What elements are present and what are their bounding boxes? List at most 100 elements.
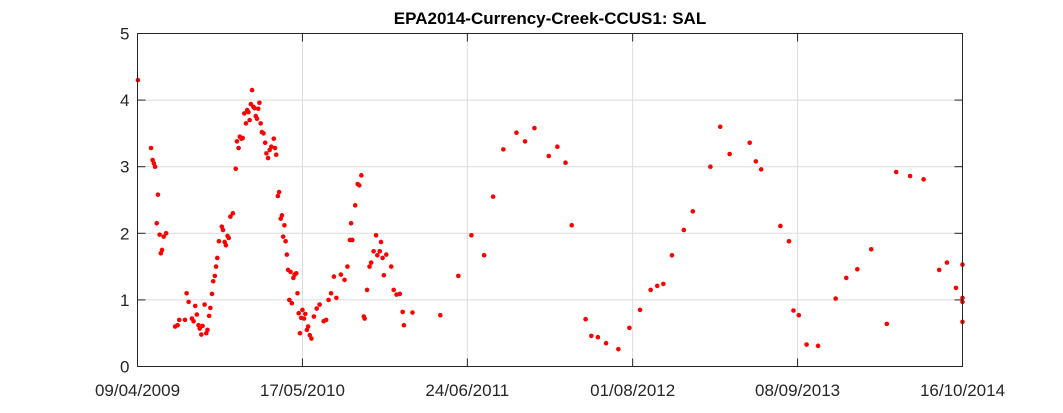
data-point (381, 272, 387, 278)
data-point (214, 255, 220, 261)
y-tick-label: 4 (120, 91, 129, 110)
tick-labels: 09/04/2009 17/05/2010 24/06/2011 01/08/2012… (95, 25, 1005, 401)
data-point (661, 281, 666, 287)
data-point (348, 221, 354, 226)
data-point (223, 242, 229, 248)
data-point (380, 255, 385, 261)
data-point (669, 252, 675, 258)
data-point (323, 317, 329, 323)
data-point (205, 327, 210, 333)
data-point (202, 302, 207, 307)
data-point (384, 252, 389, 257)
data-point (345, 264, 350, 269)
data-point (287, 297, 292, 303)
data-point (717, 124, 723, 130)
data-point (163, 231, 169, 236)
data-point (603, 340, 609, 346)
data-point (200, 323, 205, 329)
data-point (627, 325, 632, 331)
data-point (501, 147, 506, 152)
data-point (302, 311, 308, 317)
data-point (868, 246, 874, 252)
data-point (271, 136, 277, 142)
data-point (490, 194, 496, 199)
data-point (555, 144, 560, 150)
data-point (758, 167, 764, 172)
data-point (546, 153, 552, 159)
data-point (400, 309, 405, 315)
data-point (161, 234, 166, 239)
data-point (284, 252, 290, 257)
data-point (378, 239, 384, 245)
data-point (690, 209, 696, 214)
data-point (305, 324, 311, 329)
data-point (953, 285, 959, 291)
data-point (373, 232, 379, 238)
data-point (616, 346, 621, 352)
data-point (249, 87, 255, 93)
y-tick-label: 2 (120, 224, 129, 243)
data-point (280, 234, 286, 239)
data-point (216, 238, 222, 244)
data-point (377, 248, 383, 254)
data-point (514, 130, 519, 136)
data-point (230, 211, 236, 216)
data-point (220, 227, 226, 233)
data-point (243, 121, 249, 126)
data-point (727, 151, 732, 157)
data-point (367, 264, 372, 269)
data-point (199, 332, 204, 337)
data-point (301, 316, 307, 321)
data-point (583, 316, 588, 322)
data-point (213, 264, 219, 269)
data-point (208, 305, 213, 311)
data-point (595, 334, 601, 340)
data-point (240, 135, 245, 141)
x-tick-label: 17/05/2010 (260, 381, 345, 400)
data-point (233, 166, 239, 171)
x-tick-label: 09/04/2009 (95, 381, 180, 400)
data-point (388, 264, 394, 269)
data-point (191, 318, 196, 324)
data-point (944, 260, 950, 265)
data-point (273, 152, 279, 158)
data-point (261, 131, 266, 136)
data-points (135, 77, 965, 352)
data-point (921, 177, 926, 182)
data-point (815, 343, 821, 349)
data-point (855, 266, 860, 272)
data-point (272, 145, 278, 151)
y-tick-label: 3 (120, 158, 129, 177)
data-point (257, 100, 262, 106)
data-point (184, 290, 189, 296)
data-point (522, 139, 528, 144)
data-point (297, 330, 303, 336)
data-point (236, 145, 241, 151)
data-point (182, 317, 188, 323)
data-point (300, 307, 305, 313)
y-tick-label: 0 (120, 358, 129, 377)
data-point (258, 121, 263, 126)
data-point (209, 291, 215, 297)
data-point (397, 291, 403, 297)
data-point (456, 273, 461, 279)
data-point (786, 238, 792, 244)
data-point (893, 169, 899, 175)
data-point (833, 296, 838, 301)
data-point (293, 270, 299, 276)
data-point (791, 308, 796, 313)
data-point (747, 140, 753, 146)
data-point (254, 116, 260, 122)
data-point (148, 145, 154, 151)
data-point (352, 203, 358, 208)
data-point (234, 139, 240, 144)
data-point (364, 287, 370, 293)
data-point (228, 214, 233, 219)
data-point (309, 336, 314, 341)
y-tick-label: 1 (120, 291, 129, 310)
data-point (242, 111, 247, 116)
data-point (328, 290, 334, 296)
data-point (375, 252, 380, 258)
data-point (654, 283, 660, 289)
data-point (563, 160, 568, 166)
